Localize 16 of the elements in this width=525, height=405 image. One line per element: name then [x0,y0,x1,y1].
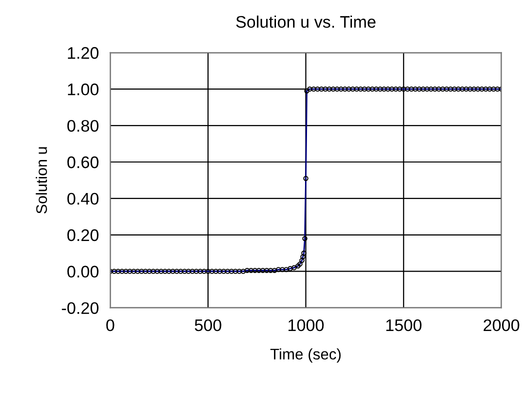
y-tick-label: 0.40 [67,192,98,205]
x-tick-label: 0 [106,319,114,332]
x-tick-label: 2000 [484,319,520,332]
y-tick-label: 0.60 [67,156,98,168]
x-tick-label: 1000 [288,319,324,332]
chart-title: Solution u vs. Time [236,16,376,28]
y-tick-label: 1.20 [68,47,98,59]
y-tick-label: 1.00 [68,84,98,96]
y-axis-title: Solution u [36,147,48,214]
x-axis-title: Time (sec) [270,348,341,363]
y-tick-label: -0.20 [62,302,98,314]
y-tick-label: 0.20 [67,229,98,242]
x-tick-label: 500 [194,319,222,332]
y-tick-label: 0.00 [67,266,98,278]
y-tick-label: 0.80 [67,120,98,132]
x-tick-label: 1500 [386,319,422,332]
